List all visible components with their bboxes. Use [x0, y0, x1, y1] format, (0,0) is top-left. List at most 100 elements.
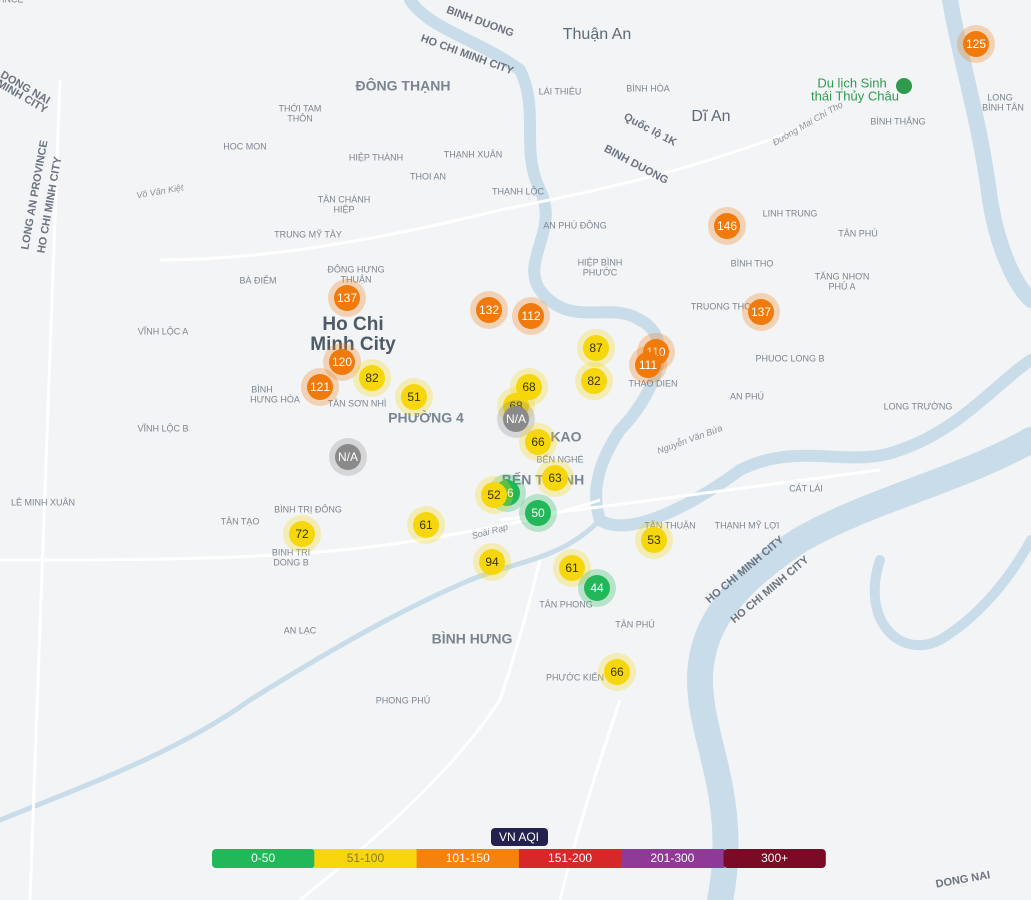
place-label: TÂN PHONG — [539, 599, 593, 609]
marker-dot — [359, 365, 385, 391]
aqi-marker[interactable]: 52 — [475, 476, 513, 514]
marker-value: 72 — [295, 527, 309, 541]
poi-icon — [896, 78, 912, 94]
place-label: TÂN THUẬN — [644, 520, 695, 530]
marker-dot — [583, 335, 609, 361]
place-label: BÌNH HƯNG — [432, 631, 513, 647]
place-label: Soài Rạp — [471, 522, 509, 541]
aqi-marker[interactable]: N/A — [329, 438, 367, 476]
place-label: HOC MON — [223, 141, 267, 151]
place-label: TRUONG THO — [691, 301, 751, 311]
legend-label: 0-50 — [251, 851, 275, 865]
aqi-marker[interactable]: 137 — [328, 279, 366, 317]
place-label: LÊ MINH XUÂN — [11, 497, 75, 507]
aqi-marker[interactable]: 72 — [283, 515, 321, 553]
legend-swatch — [314, 849, 418, 868]
aqi-marker[interactable]: 61 — [553, 549, 591, 587]
place-label: AN LẠC — [284, 625, 317, 635]
legend-swatch — [723, 849, 826, 868]
place-label: THAO DIEN — [628, 378, 677, 388]
place-label: LINH TRUNG — [763, 208, 818, 218]
legend-label: 201-300 — [650, 851, 694, 865]
place-label: Quốc lộ 1K — [622, 111, 679, 149]
aqi-marker[interactable]: 50 — [519, 494, 557, 532]
marker-dot — [635, 352, 661, 378]
place-label: TÂN CHÁNH — [318, 194, 371, 204]
place-label: Du lịch Sinh — [817, 75, 886, 90]
place-label: TÂN PHÚ — [838, 228, 878, 238]
aqi-marker[interactable]: 146 — [708, 207, 746, 245]
aqi-marker[interactable]: 66 — [519, 423, 557, 461]
marker-dot — [518, 303, 544, 329]
place-label: AN PHÚ — [730, 391, 764, 401]
aqi-marker[interactable]: 121 — [301, 368, 339, 406]
legend-swatch — [518, 849, 623, 868]
legend-label: 51-100 — [347, 851, 385, 865]
marker-dot — [641, 527, 667, 553]
marker-dot — [334, 285, 360, 311]
aqi-marker[interactable]: 51 — [395, 378, 433, 416]
marker-value: 121 — [310, 380, 330, 394]
aqi-marker[interactable]: 44 — [578, 569, 616, 607]
aqi-marker[interactable]: 87 — [577, 329, 615, 367]
legend-swatch — [416, 849, 520, 868]
legend-title: VN AQI — [499, 830, 539, 844]
marker-value: 137 — [337, 291, 357, 305]
marker-value: 53 — [647, 533, 661, 547]
aqi-marker[interactable]: 120 — [323, 343, 361, 381]
marker-dot — [307, 374, 333, 400]
marker-dot — [559, 555, 585, 581]
aqi-marker[interactable]: 125 — [957, 25, 995, 63]
marker-value: 50 — [531, 506, 545, 520]
marker-value: 82 — [587, 374, 601, 388]
marker-dot — [963, 31, 989, 57]
place-label: THÔN — [287, 113, 313, 123]
marker-value: 137 — [751, 305, 771, 319]
aqi-marker[interactable]: 132 — [470, 291, 508, 329]
aqi-marker[interactable]: 66 — [598, 653, 636, 691]
marker-dot — [289, 521, 315, 547]
marker-dot — [413, 512, 439, 538]
place-label: AN PHÚ ĐÔNG — [543, 220, 607, 230]
marker-value: 61 — [565, 561, 579, 575]
aqi-marker[interactable]: 94 — [473, 543, 511, 581]
marker-dot — [584, 575, 610, 601]
marker-value: 52 — [487, 488, 501, 502]
place-label: Minh City — [310, 334, 396, 355]
aqi-marker[interactable]: N/A — [497, 400, 535, 438]
aqi-marker[interactable]: 61 — [407, 506, 445, 544]
place-label: Ho Chi — [322, 314, 383, 335]
place-label: LONG TRƯỜNG — [884, 401, 953, 411]
place-label: DONG B — [273, 557, 309, 567]
place-label: TÂN TẠO — [221, 516, 260, 526]
place-label: Thuận An — [563, 26, 632, 43]
aqi-marker[interactable]: 63 — [536, 459, 574, 497]
place-label: THỚI TAM — [279, 103, 322, 113]
aqi-marker[interactable]: 137 — [742, 293, 780, 331]
marker-value: 44 — [590, 581, 604, 595]
aqi-marker[interactable]: 111 — [629, 346, 667, 384]
marker-dot — [581, 368, 607, 394]
place-label: PHƯỜNG 4 — [388, 409, 464, 426]
aqi-marker[interactable]: 82 — [575, 362, 613, 400]
place-label: BÌNH TRỊ ĐÔNG — [274, 504, 342, 514]
place-label: TRUNG MỸ TÂY — [274, 229, 342, 239]
place-label: LONG — [987, 92, 1013, 102]
aqi-marker[interactable]: 53 — [635, 521, 673, 559]
place-label: BÌNH THẮNG — [870, 116, 925, 126]
legend-label: 300+ — [761, 851, 788, 865]
place-label: ĐÔNG THẠNH — [356, 77, 451, 94]
place-label: TÂN SƠN NHÌ — [328, 398, 387, 408]
legend-label: 151-200 — [548, 851, 592, 865]
marker-value: 146 — [717, 219, 737, 233]
place-label: BINH TRI — [272, 547, 310, 557]
marker-value: 68 — [522, 380, 536, 394]
place-label: HIỆP THÀNH — [349, 152, 403, 162]
place-label: HIỆP BÌNH — [578, 257, 623, 267]
place-label: ĐÔNG HƯNG — [327, 264, 384, 274]
aqi-marker[interactable]: 112 — [512, 297, 550, 335]
place-label: THẠNH XUÂN — [444, 149, 503, 159]
marker-dot — [329, 349, 355, 375]
aqi-marker[interactable]: 82 — [353, 359, 391, 397]
